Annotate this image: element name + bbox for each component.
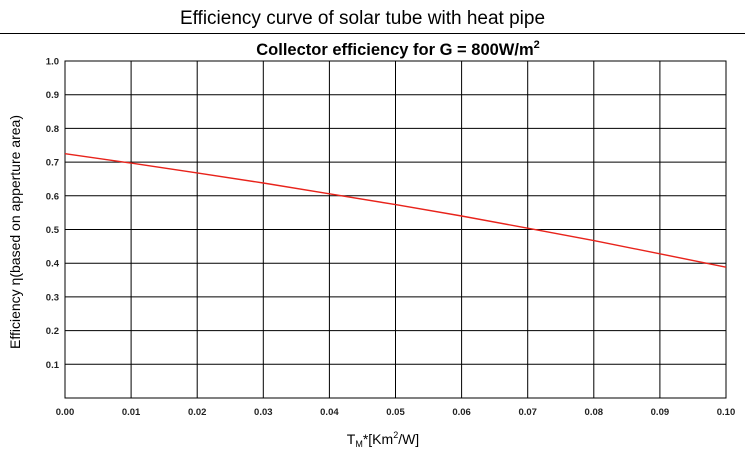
x-tick-label: 0.03 [254, 407, 273, 418]
x-tick-label: 0.05 [386, 407, 405, 418]
chart-title-superscript: 2 [534, 39, 540, 51]
x-tick-label: 0.01 [122, 407, 141, 418]
x-axis-label: TM*[Km2/W] [347, 430, 419, 449]
y-axis-label: Efficiency η(based on apperture area) [7, 115, 23, 349]
y-axis-ticks: 0.1 0.2 0.3 0.4 0.5 0.6 0.7 0.8 0.9 1.0 [46, 57, 60, 371]
y-tick-label: 0.7 [46, 158, 59, 169]
x-tick-label: 0.10 [717, 407, 736, 418]
page-title: Efficiency curve of solar tube with heat… [179, 8, 546, 29]
y-tick-label: 0.4 [46, 259, 60, 270]
title-divider [0, 33, 745, 34]
chart-title: Collector efficiency for G = 800W/m2 [256, 39, 540, 59]
x-tick-label: 0.04 [320, 407, 339, 418]
y-tick-label: 1.0 [46, 57, 59, 68]
y-tick-label: 0.2 [46, 326, 59, 337]
x-tick-label: 0.06 [452, 407, 471, 418]
x-tick-label: 0.07 [518, 407, 537, 418]
data-series [64, 153, 727, 268]
y-tick-label: 0.8 [46, 124, 59, 135]
efficiency-curve-line [64, 153, 727, 268]
grid-lines [65, 61, 726, 398]
x-tick-label: 0.09 [651, 407, 670, 418]
x-axis-ticks: 0.00 0.01 0.02 0.03 0.04 0.05 0.06 0.07 0.08 0.09… [56, 407, 736, 418]
y-tick-label: 0.5 [46, 225, 60, 236]
x-tick-label: 0.00 [56, 407, 75, 418]
y-tick-label: 0.6 [46, 191, 59, 202]
y-tick-label: 0.1 [46, 360, 60, 371]
y-tick-label: 0.9 [46, 90, 59, 101]
x-tick-label: 0.08 [585, 407, 604, 418]
x-tick-label: 0.02 [188, 407, 207, 418]
y-tick-label: 0.3 [46, 292, 59, 303]
chart-title-main: Collector efficiency for G = 800W/m [256, 41, 533, 59]
